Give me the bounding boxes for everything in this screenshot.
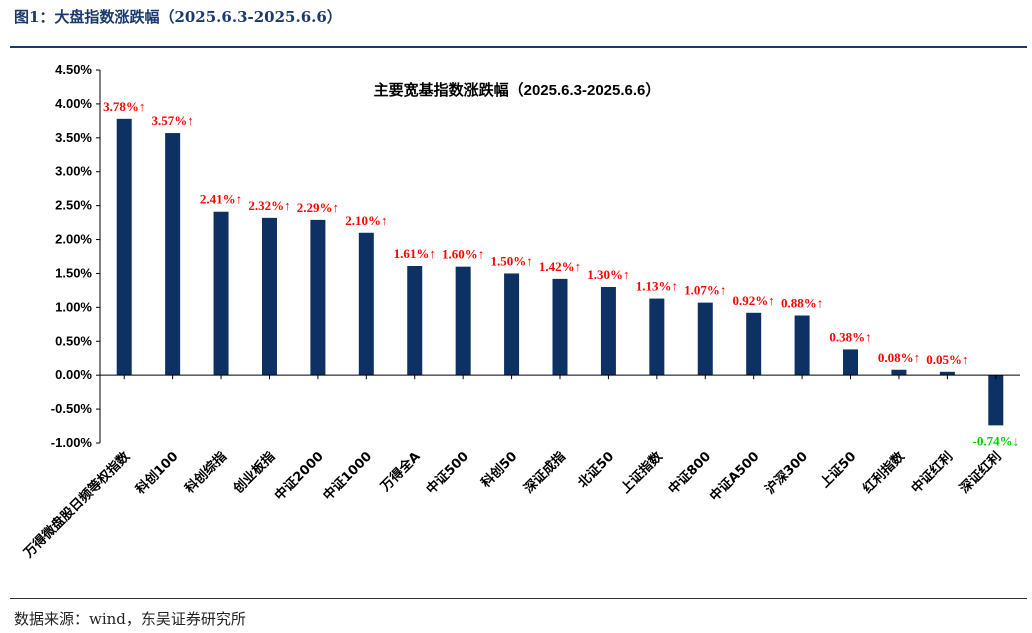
x-tick-label: 深证成指 (521, 449, 569, 497)
data-label: 1.07%↑ (684, 283, 726, 298)
bar (843, 349, 859, 376)
y-tick-label: 1.00% (55, 299, 92, 314)
y-tick-label: 3.00% (55, 164, 92, 179)
data-label: 2.41%↑ (200, 192, 242, 207)
top-rule (10, 46, 1027, 48)
x-tick-label: 沪深300 (762, 449, 811, 498)
x-tick-label: 北证50 (575, 449, 617, 491)
figure-title: 图1：大盘指数涨跌幅（2025.6.3-2025.6.6） (14, 8, 342, 26)
y-tick-label: -0.50% (51, 401, 93, 416)
y-tick-label: 0.50% (55, 333, 92, 348)
y-tick-label: 4.00% (55, 96, 92, 111)
x-tick-label: 上证50 (818, 449, 860, 491)
x-tick-label: 万得全A (377, 449, 424, 496)
bar (261, 217, 277, 376)
bar (697, 302, 713, 376)
bar (988, 375, 1004, 426)
bar (600, 287, 616, 376)
y-tick-label: 1.50% (55, 265, 92, 280)
data-label: 0.38%↑ (829, 329, 871, 344)
bar (794, 315, 810, 376)
x-tick-label: 红利指数 (860, 448, 909, 497)
x-tick-label: 中证A500 (707, 449, 763, 505)
data-label: 0.88%↑ (781, 296, 823, 311)
x-tick-label: 科创综指 (182, 449, 230, 497)
data-label: 2.10%↑ (345, 213, 387, 228)
x-tick-label: 深证红利 (957, 449, 1005, 497)
data-label: 1.61%↑ (394, 246, 436, 261)
data-label: 3.57%↑ (152, 113, 194, 128)
data-label: 2.32%↑ (248, 198, 290, 213)
bar (407, 265, 423, 376)
bar (746, 312, 762, 376)
x-tick-label: 中证红利 (908, 449, 956, 497)
data-label: 1.13%↑ (636, 279, 678, 294)
data-label: 2.29%↑ (297, 200, 339, 215)
data-label: 0.92%↑ (733, 293, 775, 308)
data-labels: 3.78%↑ 3.57%↑ 2.41%↑ 2.32%↑ 2.29%↑ 2.10%↑ 1.61… (103, 99, 1019, 449)
bar (939, 371, 955, 376)
y-axis: 4.50% 4.00% 3.50% 3.00% 2.50% 2.00% 1.50% 1.00%… (51, 62, 101, 450)
y-tick-label: -1.00% (51, 435, 93, 450)
y-tick-label: 2.00% (55, 232, 92, 247)
bar-chart: 主要宽基指数涨跌幅（2025.6.3-2025.6.6） 4.50% 4.00% 3… (20, 62, 1020, 562)
bar (358, 232, 374, 376)
data-label: 3.78%↑ (103, 99, 145, 114)
y-tick-label: 4.50% (55, 62, 92, 77)
source-note: 数据来源：wind，东吴证券研究所 (14, 610, 246, 628)
bar (552, 278, 568, 376)
y-tick-label: 2.50% (55, 198, 92, 213)
x-tick-label: 上证指数 (618, 448, 667, 497)
x-tick-label: 中证2000 (271, 449, 326, 504)
bottom-rule (10, 598, 1027, 599)
data-label: 0.08%↑ (878, 350, 920, 365)
bar (116, 118, 132, 376)
data-label: -0.74%↓ (972, 433, 1019, 448)
x-tick-label: 创业板指 (230, 449, 279, 498)
x-tick-label: 中证800 (665, 449, 714, 498)
bar (165, 133, 181, 376)
bar (504, 273, 520, 376)
x-tick-label: 中证1000 (320, 449, 375, 504)
bar (455, 266, 471, 376)
data-label: 1.42%↑ (539, 259, 581, 274)
bar (213, 211, 229, 376)
y-tick-label: 3.50% (55, 130, 92, 145)
data-label: 1.50%↑ (490, 253, 532, 268)
x-tick-label: 万得微盘股日频等权指数 (20, 448, 134, 562)
chart-title: 主要宽基指数涨跌幅（2025.6.3-2025.6.6） (374, 81, 661, 99)
bar (891, 369, 907, 376)
x-tick-label: 科创100 (133, 449, 182, 498)
bars (116, 118, 1004, 426)
bar (649, 298, 665, 376)
bar (310, 219, 326, 376)
data-label: 1.30%↑ (587, 267, 629, 282)
x-tick-label: 科创50 (478, 449, 520, 491)
x-tick-label: 中证500 (423, 449, 472, 498)
data-label: 1.60%↑ (442, 247, 484, 262)
data-label: 0.05%↑ (926, 352, 968, 367)
y-tick-label: 0.00% (55, 367, 92, 382)
